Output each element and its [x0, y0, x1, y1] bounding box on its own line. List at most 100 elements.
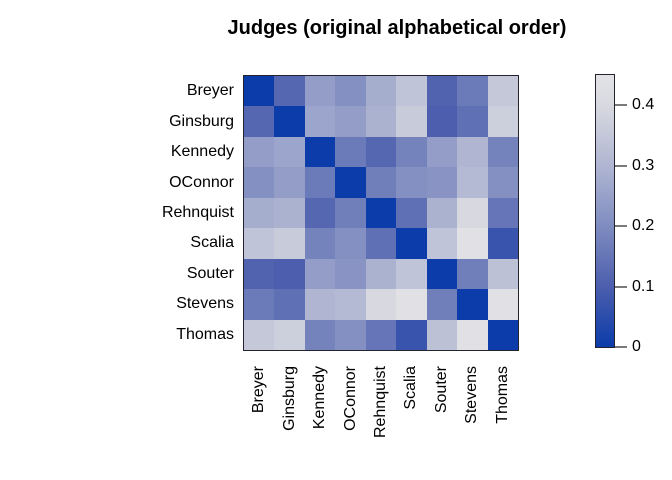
- heatmap-cell: [335, 289, 366, 320]
- heatmap-cell: [365, 76, 397, 107]
- heatmap-cell: [426, 289, 458, 320]
- heatmap-cell: [396, 136, 427, 168]
- row-label: Stevens: [176, 295, 234, 313]
- heatmap-cell: [244, 197, 275, 229]
- heatmap-cell: [365, 197, 397, 229]
- heatmap-cell: [426, 76, 458, 107]
- heatmap-cell: [457, 136, 488, 168]
- heatmap-cell: [244, 136, 275, 168]
- colorbar-tick-label: 0.4: [632, 96, 655, 114]
- heatmap-cell: [457, 319, 488, 350]
- heatmap-cell: [457, 76, 488, 107]
- colorbar-tick: [615, 104, 627, 107]
- row-label: OConnor: [169, 173, 234, 191]
- heatmap-cell: [365, 289, 397, 320]
- colorbar-tick-label: 0.1: [632, 277, 655, 295]
- heatmap-cell: [396, 197, 427, 229]
- heatmap-cell: [335, 228, 366, 259]
- heatmap-cell: [487, 76, 518, 107]
- heatmap-cell: [335, 106, 366, 137]
- heatmap-cell: [396, 106, 427, 137]
- heatmap-cell: [365, 228, 397, 259]
- colorbar-tick-label: 0.3: [632, 156, 655, 174]
- heatmap-cell: [335, 319, 366, 350]
- heatmap-cell: [487, 106, 518, 137]
- heatmap-cell: [304, 197, 336, 229]
- heatmap-cell: [335, 136, 366, 168]
- heatmap-cell: [396, 319, 427, 350]
- heatmap-cell: [426, 106, 458, 137]
- heatmap-cell: [426, 319, 458, 350]
- colorbar-tick: [615, 164, 627, 167]
- heatmap-cell: [274, 167, 305, 198]
- heatmap-cell: [365, 106, 397, 137]
- heatmap-cell: [244, 289, 275, 320]
- heatmap-cell: [426, 197, 458, 229]
- column-label: Stevens: [463, 366, 481, 424]
- heatmap-cell: [487, 167, 518, 198]
- colorbar-tick-label: 0: [632, 338, 641, 355]
- row-label: Ginsburg: [169, 112, 234, 130]
- colorbar-tick: [615, 285, 627, 288]
- heatmap-cell: [274, 197, 305, 229]
- heatmap-cell: [487, 197, 518, 229]
- heatmap-cell: [426, 228, 458, 259]
- colorbar-tick-label: 0.2: [632, 217, 655, 235]
- heatmap-cell: [457, 197, 488, 229]
- colorbar-tick: [615, 346, 627, 348]
- chart-title: Judges (original alphabetical order): [227, 17, 567, 39]
- row-label: Souter: [186, 264, 234, 282]
- heatmap-cell: [426, 167, 458, 198]
- heatmap-cell: [244, 258, 275, 290]
- heatmap-cell: [335, 197, 366, 229]
- colorbar-tick: [615, 225, 627, 228]
- heatmap-cell: [244, 167, 275, 198]
- column-label: Rehnquist: [372, 366, 389, 439]
- heatmap-cell: [304, 136, 336, 168]
- heatmap-cell: [396, 76, 427, 107]
- heatmap-cell: [396, 167, 427, 198]
- column-label: Kennedy: [311, 366, 329, 430]
- heatmap-cell: [487, 228, 518, 259]
- heatmap-cell: [457, 258, 488, 290]
- row-label: Breyer: [186, 82, 234, 100]
- column-label: OConnor: [341, 366, 359, 431]
- row-label: Thomas: [176, 325, 234, 343]
- heatmap-cell: [457, 228, 488, 259]
- row-label: Rehnquist: [161, 204, 234, 221]
- heatmap-cell: [304, 289, 336, 320]
- heatmap-cell: [304, 106, 336, 137]
- heatmap-cell: [335, 258, 366, 290]
- heatmap-cell: [487, 136, 518, 168]
- heatmap-cell: [426, 258, 458, 290]
- heatmap-cell: [457, 289, 488, 320]
- heatmap-cell: [457, 106, 488, 137]
- column-label: Ginsburg: [280, 366, 298, 431]
- heatmap-cell: [244, 228, 275, 259]
- heatmap-cell: [396, 258, 427, 290]
- heatmap-cell: [365, 167, 397, 198]
- column-label: Thomas: [493, 366, 511, 424]
- column-label: Breyer: [250, 366, 268, 414]
- heatmap-cell: [487, 258, 518, 290]
- heatmap-cell: [457, 167, 488, 198]
- heatmap-cell: [274, 289, 305, 320]
- heatmap-cell: [274, 136, 305, 168]
- colorbar-gradient: [595, 74, 615, 348]
- heatmap-cell: [274, 106, 305, 137]
- heatmap-cell: [244, 106, 275, 137]
- heatmap-cell: [335, 76, 366, 107]
- heatmap-cell: [244, 76, 275, 107]
- column-label: Scalia: [402, 366, 420, 410]
- column-label: Souter: [432, 366, 450, 414]
- row-label: Scalia: [190, 234, 234, 252]
- heatmap-cell: [304, 319, 336, 350]
- heatmap-cell: [487, 319, 518, 350]
- heatmap-cell: [487, 289, 518, 320]
- heatmap-cell: [365, 319, 397, 350]
- row-label: Kennedy: [170, 143, 234, 161]
- heatmap-cell: [365, 258, 397, 290]
- heatmap-cell: [274, 228, 305, 259]
- heatmap-cell: [274, 258, 305, 290]
